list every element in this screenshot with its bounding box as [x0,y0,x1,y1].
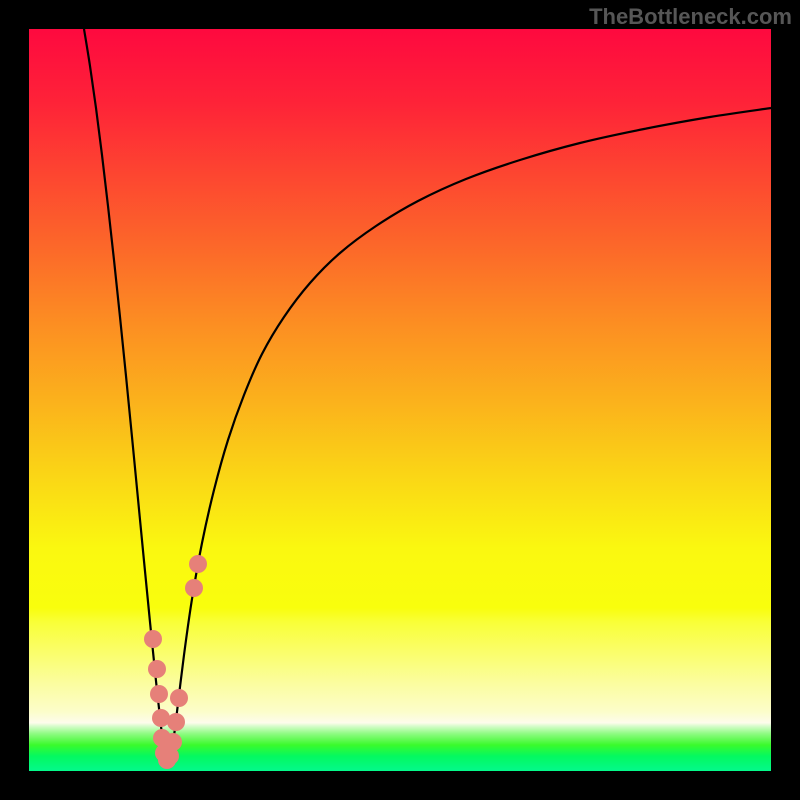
curves-layer [29,29,771,771]
curve-left [84,29,166,768]
data-marker [167,713,185,731]
data-markers [144,555,207,769]
data-marker [170,689,188,707]
data-marker [185,579,203,597]
data-marker [144,630,162,648]
data-marker [148,660,166,678]
data-marker [150,685,168,703]
watermark-text: TheBottleneck.com [589,4,792,30]
bottleneck-chart: TheBottleneck.com [0,0,800,800]
curve-right [170,108,771,768]
data-marker [164,733,182,751]
data-marker [189,555,207,573]
plot-area [29,29,771,771]
